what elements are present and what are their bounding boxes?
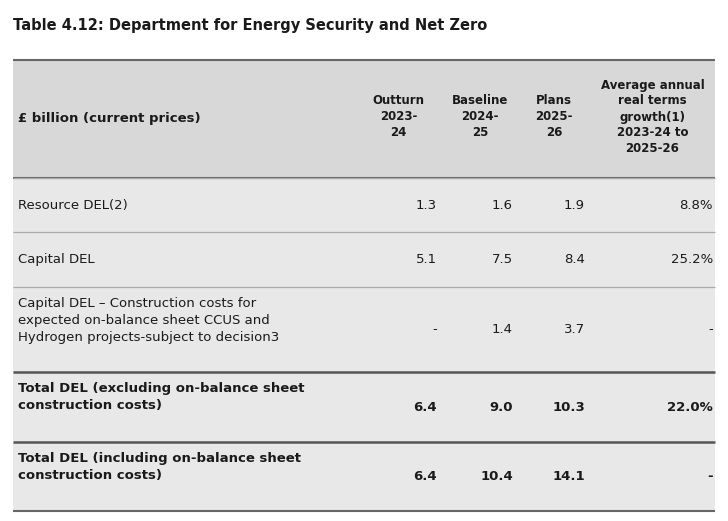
Text: 10.3: 10.3 [553, 401, 585, 414]
Text: 6.4: 6.4 [414, 401, 437, 414]
Text: 22.0%: 22.0% [668, 401, 713, 414]
Text: 10.4: 10.4 [480, 470, 513, 483]
Text: Plans
2025-
26: Plans 2025- 26 [535, 94, 573, 140]
Text: 1.4: 1.4 [492, 323, 513, 336]
Bar [13, 178, 715, 511]
Text: £ billion (current prices): £ billion (current prices) [18, 113, 201, 126]
Text: Average annual
real terms
growth(1)
2023-24 to
2025-26: Average annual real terms growth(1) 2023… [601, 79, 705, 155]
Text: 25.2%: 25.2% [670, 253, 713, 266]
Text: -: - [708, 470, 713, 483]
Text: 1.6: 1.6 [492, 199, 513, 212]
Text: Table 4.12: Department for Energy Security and Net Zero: Table 4.12: Department for Energy Securi… [13, 18, 487, 33]
Text: 8.8%: 8.8% [679, 199, 713, 212]
Text: Resource DEL(2): Resource DEL(2) [18, 199, 127, 212]
Text: -: - [432, 323, 437, 336]
Text: Capital DEL – Construction costs for
expected on-balance sheet CCUS and
Hydrogen: Capital DEL – Construction costs for exp… [18, 297, 280, 344]
Text: Outturn
2023-
24: Outturn 2023- 24 [373, 94, 424, 140]
Text: 9.0: 9.0 [489, 401, 513, 414]
Text: Total DEL (excluding on-balance sheet
construction costs): Total DEL (excluding on-balance sheet co… [18, 382, 304, 413]
Text: 14.1: 14.1 [553, 470, 585, 483]
Text: 7.5: 7.5 [492, 253, 513, 266]
Text: 3.7: 3.7 [564, 323, 585, 336]
Text: 5.1: 5.1 [416, 253, 437, 266]
Text: 1.9: 1.9 [564, 199, 585, 212]
Text: 6.4: 6.4 [414, 470, 437, 483]
Bar [13, 60, 715, 178]
Text: -: - [708, 323, 713, 336]
Text: Capital DEL: Capital DEL [18, 253, 95, 266]
Text: 1.3: 1.3 [416, 199, 437, 212]
Text: Total DEL (including on-balance sheet
construction costs): Total DEL (including on-balance sheet co… [18, 452, 301, 482]
Text: 8.4: 8.4 [564, 253, 585, 266]
Text: Baseline
2024-
25: Baseline 2024- 25 [452, 94, 508, 140]
